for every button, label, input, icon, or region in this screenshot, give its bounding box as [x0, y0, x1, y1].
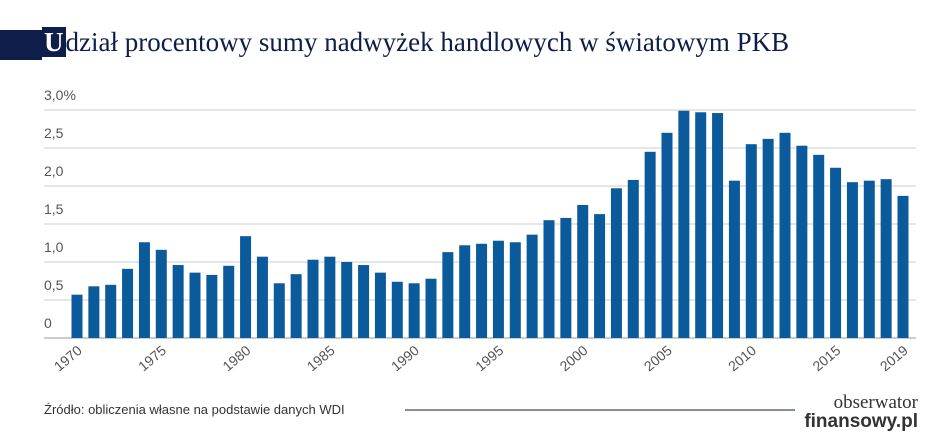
bar — [273, 283, 285, 338]
x-tick-label: 1970 — [51, 342, 85, 374]
bar — [476, 243, 488, 338]
bar — [391, 281, 403, 338]
bar — [256, 256, 268, 338]
bar — [594, 214, 606, 338]
logo-line2: finansowy.pl — [804, 411, 918, 432]
bar — [189, 272, 201, 338]
x-tick-label: 1980 — [219, 342, 253, 374]
bar — [745, 144, 757, 338]
bar — [122, 268, 134, 338]
bar — [223, 265, 235, 338]
bar — [492, 240, 504, 338]
bar — [71, 294, 83, 338]
x-tick-label: 2005 — [641, 342, 675, 374]
bar — [543, 220, 555, 338]
x-tick-label: 2015 — [809, 342, 843, 374]
bar — [290, 274, 302, 338]
bar — [442, 252, 454, 338]
bar — [863, 180, 875, 338]
bar — [509, 242, 521, 338]
bar — [728, 180, 740, 338]
bar — [560, 217, 572, 338]
x-tick-label: 1995 — [472, 342, 506, 374]
bar — [358, 265, 370, 338]
y-tick-label: 2,5 — [44, 125, 64, 141]
x-tick-label: 1985 — [304, 342, 338, 374]
y-tick-label: 0 — [44, 315, 52, 331]
y-tick-label: 2,0 — [44, 163, 64, 179]
x-tick-label: 2010 — [725, 342, 759, 374]
bar — [880, 179, 892, 338]
bar — [105, 284, 117, 338]
chart-title: Udział procentowy sumy nadwyżek handlowy… — [44, 27, 790, 57]
bar — [830, 167, 842, 338]
bar — [408, 283, 420, 338]
bar — [762, 138, 774, 338]
bar — [678, 110, 690, 338]
bar — [897, 195, 909, 338]
bar — [206, 274, 218, 338]
bar — [138, 242, 150, 338]
bar — [155, 249, 167, 338]
bar — [779, 132, 791, 338]
y-tick-label: 0,5 — [44, 277, 64, 293]
bar — [661, 132, 673, 338]
x-tick-label: 1990 — [388, 342, 422, 374]
x-tick-label: 2000 — [556, 342, 590, 374]
bar — [425, 278, 437, 338]
bar — [459, 245, 471, 338]
bar — [610, 188, 622, 338]
bar — [374, 272, 386, 338]
bar — [577, 205, 589, 338]
bar — [341, 262, 353, 338]
bar — [172, 265, 184, 338]
y-tick-label: 3,0% — [44, 87, 76, 103]
bar — [240, 236, 252, 338]
bar — [526, 234, 538, 338]
logo-line1: obserwator — [834, 392, 919, 413]
bar — [796, 145, 808, 338]
bar — [644, 151, 656, 338]
source: Źródło: obliczenia własne na podstawie d… — [44, 402, 345, 417]
bar — [627, 179, 639, 338]
y-tick-label: 1,5 — [44, 201, 64, 217]
bar — [88, 286, 100, 338]
x-tick-label: 2019 — [877, 342, 911, 374]
title-bar — [0, 30, 42, 60]
bar — [813, 154, 825, 338]
bar — [846, 182, 858, 338]
bar — [307, 259, 319, 338]
bar — [324, 256, 336, 338]
bar — [695, 112, 707, 338]
y-tick-label: 1,0 — [44, 239, 64, 255]
x-tick-label: 1975 — [135, 342, 169, 374]
bar — [712, 113, 724, 338]
